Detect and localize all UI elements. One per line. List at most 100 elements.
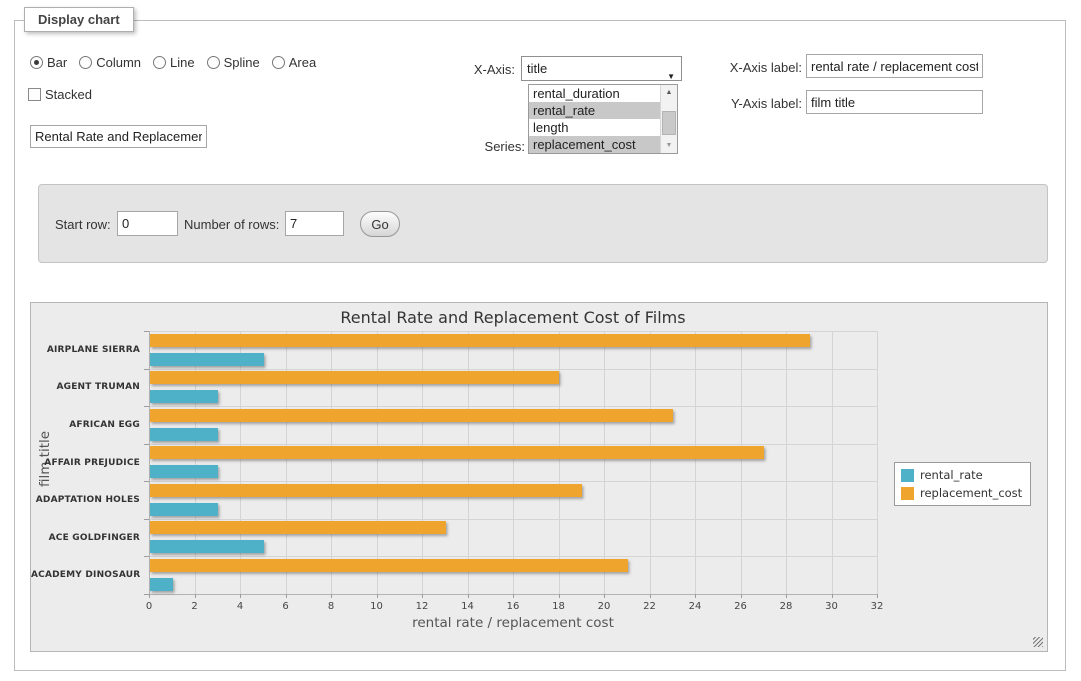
y-axis-label-label: Y-Axis label: [710, 96, 802, 111]
x-axis-tick [286, 594, 287, 598]
bar-replacement_cost [150, 446, 764, 459]
series-option-replacement_cost[interactable]: replacement_cost [529, 136, 660, 153]
chart-type-radio-line[interactable]: Line [153, 55, 195, 70]
chart-type-radio-label: Bar [47, 55, 67, 70]
x-axis-tick [149, 594, 150, 598]
radio-icon [79, 56, 92, 69]
chart-legend: rental_rate replacement_cost [894, 462, 1031, 506]
x-axis-tick [240, 594, 241, 598]
bar-replacement_cost [150, 371, 559, 384]
x-tick-label: 24 [680, 601, 710, 612]
x-tick-label: 14 [453, 601, 483, 612]
gridline-horizontal [149, 369, 877, 370]
x-axis-label-input[interactable] [806, 54, 983, 78]
gridline-vertical [695, 331, 696, 594]
category-label: AFFAIR PREJUDICE [31, 458, 140, 468]
bar-replacement_cost [150, 521, 446, 534]
gridline-horizontal [149, 481, 877, 482]
x-tick-label: 8 [316, 601, 346, 612]
bar-rental_rate [150, 465, 218, 478]
x-tick-label: 2 [180, 601, 210, 612]
bar-rental_rate [150, 390, 218, 403]
gridline-horizontal [149, 406, 877, 407]
x-tick-label: 28 [771, 601, 801, 612]
bar-replacement_cost [150, 409, 673, 422]
bar-rental_rate [150, 353, 264, 366]
radio-icon [272, 56, 285, 69]
number-of-rows-input[interactable] [285, 211, 344, 236]
scroll-down-icon[interactable]: ▼ [661, 138, 677, 153]
checkbox-icon [28, 88, 41, 101]
category-label: AGENT TRUMAN [31, 382, 140, 392]
x-axis-tick [877, 594, 878, 598]
chart-type-radio-area[interactable]: Area [272, 55, 316, 70]
y-axis-label-input[interactable] [806, 90, 983, 114]
x-axis-selected-value: title [527, 61, 547, 76]
chart-type-radio-label: Line [170, 55, 195, 70]
fieldset-title: Display chart [24, 7, 134, 32]
bar-replacement_cost [150, 334, 810, 347]
chart-title-input[interactable] [30, 125, 207, 148]
category-label: ADAPTATION HOLES [31, 495, 140, 505]
legend-swatch-icon [901, 487, 914, 500]
legend-label: replacement_cost [920, 486, 1022, 500]
chart-type-radio-group: Bar Column Line Spline Area [30, 55, 316, 70]
x-axis-label-label: X-Axis label: [710, 60, 802, 75]
gridline-vertical [741, 331, 742, 594]
chart-title: Rental Rate and Replacement Cost of Film… [149, 308, 877, 327]
go-button[interactable]: Go [360, 211, 400, 237]
gridline-vertical [650, 331, 651, 594]
x-axis-tick [695, 594, 696, 598]
x-axis-tick [786, 594, 787, 598]
x-tick-label: 30 [817, 601, 847, 612]
bar-replacement_cost [150, 559, 628, 572]
series-option-rental_duration[interactable]: rental_duration [529, 85, 660, 102]
category-label: AIRPLANE SIERRA [31, 345, 140, 355]
x-axis-tick [741, 594, 742, 598]
x-tick-label: 4 [225, 601, 255, 612]
chart-type-radio-label: Area [289, 55, 316, 70]
bar-rental_rate [150, 540, 264, 553]
chart-type-radio-label: Spline [224, 55, 260, 70]
x-axis-tick [650, 594, 651, 598]
x-axis-select-label: X-Axis: [440, 62, 515, 77]
scroll-up-icon[interactable]: ▲ [661, 85, 677, 100]
x-axis-tick [468, 594, 469, 598]
chart-type-radio-bar[interactable]: Bar [30, 55, 67, 70]
legend-swatch-icon [901, 469, 914, 482]
legend-item-replacement_cost[interactable]: replacement_cost [901, 486, 1022, 500]
x-tick-label: 32 [862, 601, 892, 612]
start-row-input[interactable] [117, 211, 178, 236]
x-axis-title: rental rate / replacement cost [149, 615, 877, 631]
series-multiselect[interactable]: rental_durationrental_ratelengthreplacem… [528, 84, 678, 154]
stacked-checkbox[interactable]: Stacked [28, 87, 92, 102]
resize-handle-icon[interactable] [1033, 637, 1043, 647]
series-list-scrollbar[interactable]: ▲ ▼ [660, 85, 677, 153]
x-axis-select[interactable]: title ▼ [521, 56, 682, 81]
bar-rental_rate [150, 503, 218, 516]
gridline-vertical [832, 331, 833, 594]
start-row-label: Start row: [55, 217, 111, 232]
legend-item-rental_rate[interactable]: rental_rate [901, 468, 1022, 482]
bar-replacement_cost [150, 484, 582, 497]
series-select-label: Series: [440, 139, 525, 154]
chart-type-radio-spline[interactable]: Spline [207, 55, 260, 70]
x-axis-tick [604, 594, 605, 598]
chart-type-radio-label: Column [96, 55, 141, 70]
x-tick-label: 10 [362, 601, 392, 612]
x-axis-tick [559, 594, 560, 598]
series-option-length[interactable]: length [529, 119, 660, 136]
scrollbar-thumb[interactable] [662, 111, 676, 135]
legend-label: rental_rate [920, 468, 983, 482]
series-option-rental_rate[interactable]: rental_rate [529, 102, 660, 119]
x-tick-label: 26 [726, 601, 756, 612]
x-tick-label: 6 [271, 601, 301, 612]
chart-type-radio-column[interactable]: Column [79, 55, 141, 70]
bar-rental_rate [150, 578, 173, 591]
number-of-rows-label: Number of rows: [184, 217, 279, 232]
x-axis-tick [513, 594, 514, 598]
x-tick-label: 18 [544, 601, 574, 612]
x-tick-label: 20 [589, 601, 619, 612]
radio-icon [207, 56, 220, 69]
gridline-vertical [604, 331, 605, 594]
